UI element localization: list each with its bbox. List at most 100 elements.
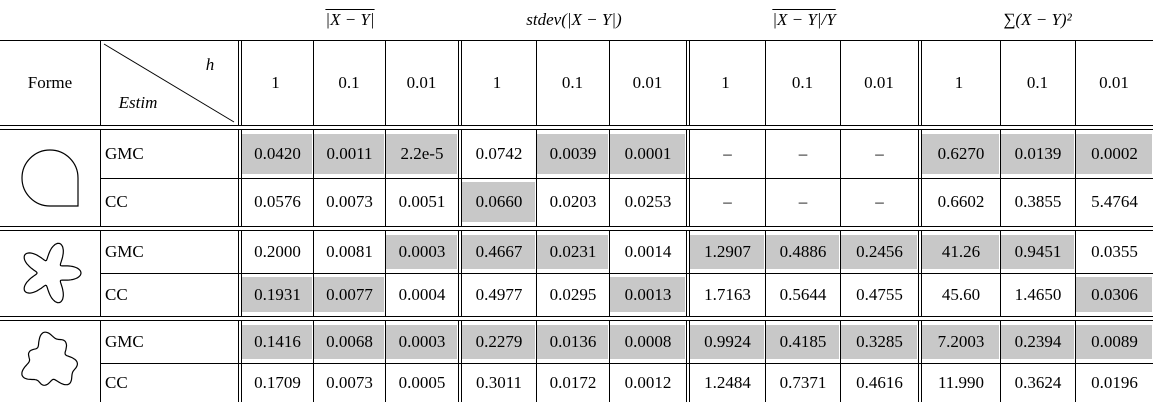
cell-value: – bbox=[798, 192, 808, 211]
cell-value: 0.0139 bbox=[1014, 144, 1062, 163]
rule bbox=[103, 43, 235, 123]
shaded-cell bbox=[610, 325, 685, 359]
cell-value: 0.9924 bbox=[704, 332, 751, 351]
cell-value: 0.0196 bbox=[1091, 372, 1138, 392]
cell-value: 0.0051 bbox=[398, 192, 446, 211]
cell-value: 0.0003 bbox=[398, 242, 446, 261]
cell-value: 1.4650 bbox=[1014, 284, 1062, 304]
cell-value: 0.3624 bbox=[1014, 372, 1062, 392]
shaded-cell bbox=[841, 235, 917, 269]
cell-value: 0.0355 bbox=[1091, 242, 1138, 261]
cell-value: 0.3285 bbox=[856, 332, 903, 351]
cell-value: 0.0253 bbox=[624, 192, 672, 211]
cell-value: 0.0306 bbox=[1091, 284, 1138, 304]
cell-value: 0.0068 bbox=[326, 332, 373, 351]
cell-value: 0.1709 bbox=[254, 372, 301, 392]
cell-value: 0.0081 bbox=[326, 242, 373, 261]
cell-value: – bbox=[723, 144, 732, 163]
estim-label: GMC bbox=[105, 332, 144, 351]
cell-value: 0.0073 bbox=[326, 372, 373, 392]
cell-value: 0.4977 bbox=[475, 284, 523, 304]
cell-value: 1.7163 bbox=[704, 284, 751, 304]
shaded-cell bbox=[386, 235, 457, 269]
diag-top: h bbox=[205, 55, 215, 74]
cell-value: 0.4616 bbox=[856, 372, 903, 392]
cell-value: 0.1416 bbox=[254, 332, 301, 351]
shaded-cell bbox=[314, 134, 384, 174]
cell-value: 0.7371 bbox=[779, 372, 827, 392]
shaded-cell bbox=[314, 325, 384, 359]
cell-value: 0.4667 bbox=[475, 242, 523, 261]
cell-value: 0.0420 bbox=[254, 144, 301, 163]
group-title: stdev(|X − Y|) bbox=[526, 10, 622, 29]
step-header: 0.1 bbox=[561, 72, 584, 92]
cell-value: 45.60 bbox=[941, 284, 981, 304]
cell-value: 0.1931 bbox=[254, 284, 301, 304]
cell-value: 0.0004 bbox=[398, 284, 446, 304]
shaded-cell bbox=[386, 325, 457, 359]
shaded-cell bbox=[537, 134, 608, 174]
cell-value: 0.0012 bbox=[624, 372, 672, 392]
shaded-cell bbox=[766, 235, 839, 269]
cell-value: 1.2907 bbox=[704, 242, 751, 261]
step-header: 0.01 bbox=[632, 72, 663, 92]
shaded-cell bbox=[922, 235, 999, 269]
shape-icon bbox=[21, 331, 79, 386]
cell-value: 0.0001 bbox=[624, 144, 672, 163]
cell-value: 0.0136 bbox=[549, 332, 597, 351]
cell-value: – bbox=[798, 144, 808, 163]
cell-value: 0.0005 bbox=[398, 372, 446, 392]
shaded-cell bbox=[690, 325, 764, 359]
step-header: 0.01 bbox=[864, 72, 894, 92]
step-header: 0.1 bbox=[791, 72, 814, 92]
cell-value: 0.2394 bbox=[1014, 332, 1062, 351]
shaded-cell bbox=[690, 235, 764, 269]
shaded-cell bbox=[462, 235, 535, 269]
estim-label: GMC bbox=[105, 242, 144, 261]
step-header: 0.01 bbox=[1099, 72, 1129, 92]
estim-label: CC bbox=[105, 284, 128, 304]
cell-value: 0.0172 bbox=[549, 372, 597, 392]
cell-value: – bbox=[875, 144, 884, 163]
cell-value: 0.0003 bbox=[398, 332, 446, 351]
shaded-cell bbox=[1076, 134, 1152, 174]
cell-value: – bbox=[723, 192, 732, 211]
cell-value: 0.0013 bbox=[624, 284, 672, 304]
step-header: 1 bbox=[954, 72, 964, 92]
cell-value: 0.9451 bbox=[1014, 242, 1062, 261]
shaded-cell bbox=[1076, 325, 1152, 359]
cell-value: 5.4764 bbox=[1091, 192, 1138, 211]
shaded-cell bbox=[242, 134, 312, 174]
cell-value: 0.0576 bbox=[254, 192, 301, 211]
cell-value: 11.990 bbox=[937, 372, 985, 392]
shaded-cell bbox=[386, 134, 457, 174]
cell-value: 0.0014 bbox=[624, 242, 672, 261]
cell-value: 0.6602 bbox=[937, 192, 985, 211]
cell-value: 0.0231 bbox=[549, 242, 597, 261]
shaded-cell bbox=[922, 134, 999, 174]
step-header: 1 bbox=[271, 72, 280, 92]
cell-value: 0.0089 bbox=[1091, 332, 1138, 351]
cell-value: 0.5644 bbox=[779, 284, 827, 304]
diag-bottom: Estim bbox=[118, 93, 158, 112]
cell-value: 0.6270 bbox=[937, 144, 985, 163]
group-title: |X − Y| bbox=[325, 10, 375, 29]
cell-value: 0.0742 bbox=[475, 144, 523, 163]
cell-value: – bbox=[875, 192, 884, 211]
cell-value: 0.2456 bbox=[856, 242, 903, 261]
estim-label: CC bbox=[105, 192, 128, 211]
cell-value: 41.26 bbox=[941, 242, 981, 261]
step-header: 0.1 bbox=[338, 72, 360, 92]
shaded-cell bbox=[1076, 277, 1152, 312]
step-header: 0.1 bbox=[1026, 72, 1049, 92]
cell-value: 0.4185 bbox=[779, 332, 827, 351]
shaded-cell bbox=[462, 182, 535, 222]
cell-value: 0.0077 bbox=[326, 284, 373, 304]
cell-value: 0.2000 bbox=[254, 242, 301, 261]
shape-icon bbox=[23, 242, 82, 304]
step-header: 1 bbox=[721, 72, 730, 92]
shaded-cell bbox=[242, 277, 312, 312]
forme-header: Forme bbox=[27, 72, 73, 92]
